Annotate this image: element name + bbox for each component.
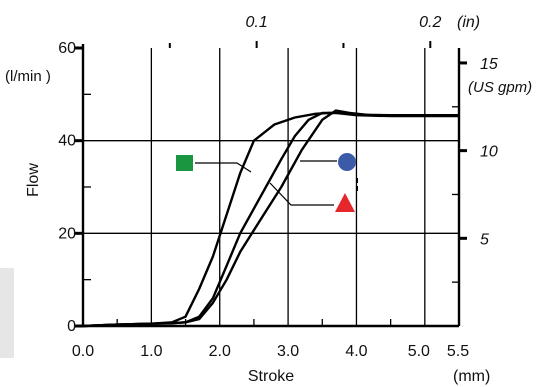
tick-labels: 0 20 40 60 0.0 1.0 2.0 3.0 4.0 5.0 5.5 0.1 0.2 5 10 15 bbox=[58, 14, 498, 360]
leader-line-triangle bbox=[269, 182, 334, 206]
y-tick-label: 40 bbox=[58, 133, 76, 150]
series-markers bbox=[176, 153, 358, 212]
y-unit-label: (l/min ) bbox=[5, 68, 51, 85]
series-line-triangle bbox=[82, 109, 459, 328]
marker-square bbox=[176, 155, 193, 171]
x-tick-label: 0.0 bbox=[72, 343, 94, 360]
tick-marks bbox=[75, 41, 467, 328]
y-axis-title: Flow bbox=[25, 163, 42, 197]
plot-background bbox=[83, 48, 459, 326]
top-tick-label: 0.1 bbox=[246, 14, 268, 31]
x-tick-label: 3.0 bbox=[277, 343, 299, 360]
side-tab bbox=[0, 268, 14, 358]
right-tick-label: 10 bbox=[480, 144, 498, 161]
marker-triangle bbox=[335, 193, 355, 212]
y-tick-label: 0 bbox=[67, 318, 76, 335]
x-unit-label: (mm) bbox=[453, 368, 490, 385]
x-tick-label: 5.5 bbox=[447, 343, 469, 360]
series-lines bbox=[82, 109, 459, 328]
axes bbox=[81, 44, 461, 328]
y-tick-label: 60 bbox=[58, 40, 76, 57]
right-unit-label: (US gpm) bbox=[468, 79, 532, 96]
x-axis-title: Stroke bbox=[248, 368, 294, 385]
x-tick-label: 5.0 bbox=[408, 343, 430, 360]
right-tick-label: 15 bbox=[480, 56, 498, 73]
marker-circle bbox=[338, 153, 356, 171]
right-tick-label: 5 bbox=[480, 231, 489, 248]
x-tick-label: 2.0 bbox=[209, 343, 231, 360]
top-tick-label: 0.2 bbox=[419, 14, 441, 31]
x-tick-label: 4.0 bbox=[345, 343, 367, 360]
top-unit-label: (in) bbox=[457, 14, 480, 31]
x-tick-label: 1.0 bbox=[140, 343, 162, 360]
y-tick-label: 20 bbox=[58, 225, 76, 242]
leader-line-square bbox=[195, 162, 252, 173]
